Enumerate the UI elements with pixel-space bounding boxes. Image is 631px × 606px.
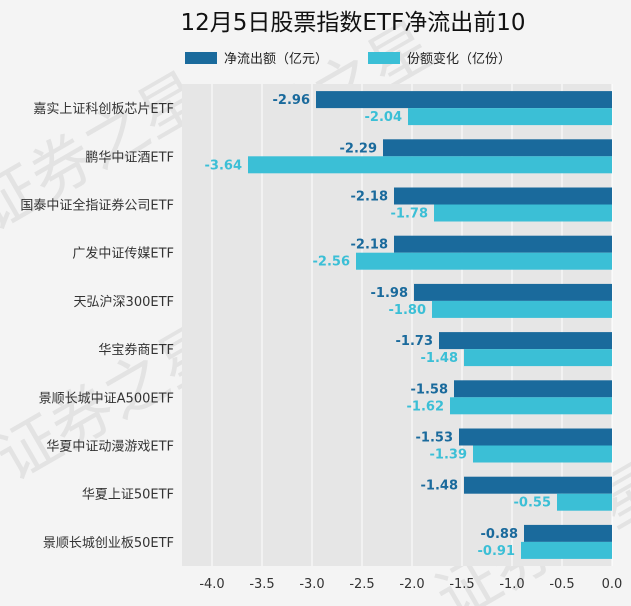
bar-value-label: -2.04 [365, 110, 402, 125]
bar-share-change [248, 156, 612, 174]
x-tick-label: 0.0 [602, 577, 623, 592]
bar-net-outflow [383, 139, 612, 157]
bar-share-change [434, 204, 612, 222]
legend-swatch [185, 52, 217, 64]
bar-share-change [450, 397, 612, 415]
bars [248, 91, 612, 559]
bar-value-label: -1.80 [389, 303, 426, 318]
bar-value-labels: -2.96-2.04-2.29-3.64-2.18-1.78-2.18-2.56… [205, 93, 551, 559]
legend-swatch [368, 52, 400, 64]
x-tick-label: -2.5 [349, 577, 374, 592]
bar-net-outflow [464, 476, 612, 494]
bar-value-label: -0.88 [481, 527, 518, 542]
bar-value-label: -2.96 [273, 93, 310, 108]
category-label: 嘉实上证科创板芯片ETF [33, 102, 174, 117]
legend-label: 净流出额（亿元） [224, 52, 328, 67]
bar-net-outflow [524, 524, 612, 542]
bar-net-outflow [394, 235, 612, 253]
bar-share-change [432, 300, 612, 318]
bar-share-change [356, 252, 612, 270]
bar-value-label: -0.55 [514, 496, 551, 511]
bar-net-outflow [394, 187, 612, 205]
x-axis-ticks: -4.0 -3.5 -3.0 -2.5 -2.0 -1.5 -1.0 -0.5 0.0 [199, 577, 622, 592]
bar-share-change [557, 493, 612, 511]
category-label: 广发中证传媒ETF [72, 246, 174, 262]
bar-net-outflow [454, 380, 612, 398]
bar-value-label: -2.18 [351, 238, 388, 253]
bar-value-label: -2.18 [351, 190, 388, 205]
legend: 净流出额（亿元） 份额变化（亿份） [185, 51, 511, 67]
x-tick-label: -1.5 [449, 577, 474, 592]
x-tick-label: -4.0 [199, 577, 224, 592]
category-label: 华夏中证动漫游戏ETF [46, 440, 174, 455]
bar-value-label: -1.62 [407, 399, 444, 414]
bar-value-label: -1.39 [430, 448, 467, 463]
x-tick-label: -3.0 [299, 577, 324, 592]
bar-value-label: -1.48 [421, 351, 458, 366]
category-label: 景顺长城中证A500ETF [39, 391, 174, 406]
category-label: 华宝券商ETF [98, 342, 174, 358]
bar-value-label: -1.78 [391, 207, 428, 222]
category-label: 鹏华中证酒ETF [85, 150, 174, 165]
bar-share-change [408, 108, 612, 126]
bar-value-label: -1.58 [411, 382, 448, 397]
bar-share-change [473, 445, 612, 463]
bar-share-change [521, 541, 612, 559]
bar-net-outflow [439, 332, 612, 350]
category-label: 景顺长城创业板50ETF [43, 536, 174, 551]
category-labels: 嘉实上证科创板芯片ETF 鹏华中证酒ETF 国泰中证全指证券公司ETF 广发中证传媒E… [20, 102, 174, 551]
category-label: 华夏上证50ETF [82, 488, 174, 503]
bar-value-label: -0.91 [478, 544, 515, 559]
bar-net-outflow [414, 283, 612, 301]
x-tick-label: -1.0 [499, 577, 524, 592]
bar-share-change [464, 349, 612, 367]
bar-value-label: -1.98 [371, 286, 408, 301]
bar-value-label: -1.53 [416, 431, 453, 446]
category-label: 天弘沪深300ETF [74, 294, 174, 310]
bar-value-label: -1.73 [396, 334, 433, 349]
chart-title: 12月5日股票指数ETF净流出前10 [181, 10, 526, 36]
category-label: 国泰中证全指证券公司ETF [20, 198, 174, 214]
bar-value-label: -1.48 [421, 479, 458, 494]
bar-value-label: -2.29 [340, 141, 377, 156]
legend-label: 份额变化（亿份） [407, 51, 511, 67]
bar-net-outflow [459, 428, 612, 446]
bar-net-outflow [316, 91, 612, 109]
x-tick-label: -2.0 [399, 577, 424, 592]
bar-value-label: -2.56 [313, 255, 350, 270]
x-tick-label: -0.5 [549, 577, 574, 592]
x-tick-label: -3.5 [249, 577, 274, 592]
bar-value-label: -3.64 [205, 158, 242, 173]
